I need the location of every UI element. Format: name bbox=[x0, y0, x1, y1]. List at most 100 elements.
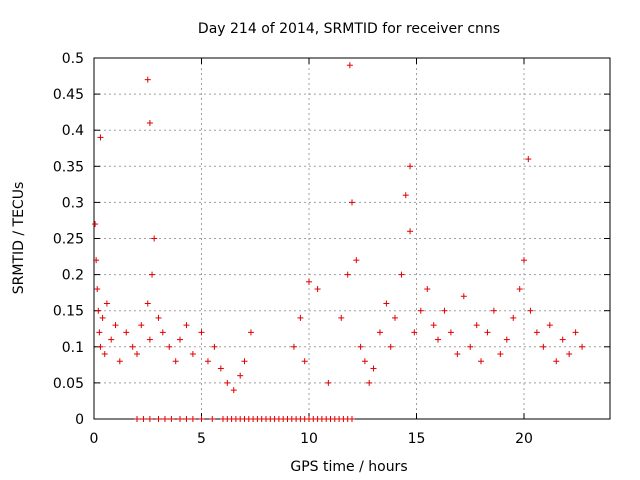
grid-layer bbox=[94, 58, 610, 419]
tick-layer: 0 5 10 15 20 0 0.05 0.1 0.15 0.2 0.25 0.3 0.35 0.4 0.4… bbox=[53, 51, 610, 447]
data-point bbox=[217, 365, 224, 372]
data-point bbox=[108, 336, 115, 343]
data-point bbox=[387, 343, 394, 350]
data-point bbox=[467, 343, 474, 350]
y-tick-label: 0.05 bbox=[53, 376, 84, 392]
y-tick-label: 0.15 bbox=[53, 304, 84, 320]
x-tick-label: 15 bbox=[408, 431, 426, 447]
y-tick-label: 0.35 bbox=[53, 159, 84, 175]
data-point bbox=[129, 343, 136, 350]
data-point bbox=[314, 286, 321, 293]
x-tick-label: 20 bbox=[515, 431, 533, 447]
chart-title: Day 214 of 2014, SRMTID for receiver cnn… bbox=[198, 21, 500, 37]
y-tick-label: 0.3 bbox=[62, 195, 84, 211]
data-point bbox=[301, 358, 308, 365]
data-point bbox=[346, 62, 353, 69]
data-point bbox=[521, 257, 527, 264]
x-axis-label: GPS time / hours bbox=[290, 459, 407, 475]
y-tick-label: 0.2 bbox=[62, 268, 84, 284]
data-point bbox=[473, 322, 480, 329]
data-point bbox=[447, 329, 454, 336]
data-point bbox=[138, 322, 145, 329]
data-point bbox=[95, 307, 102, 314]
data-point bbox=[161, 416, 168, 422]
data-point bbox=[497, 351, 504, 358]
data-point bbox=[325, 379, 332, 386]
y-tick-label: 0.25 bbox=[53, 232, 84, 248]
y-tick-label: 0.5 bbox=[62, 51, 84, 67]
data-point bbox=[435, 336, 441, 343]
data-point bbox=[94, 286, 101, 293]
data-point bbox=[99, 314, 106, 321]
data-point bbox=[349, 416, 355, 422]
data-point bbox=[177, 336, 183, 343]
data-point bbox=[155, 416, 162, 422]
data-point bbox=[407, 228, 414, 235]
y-tick-label: 0.45 bbox=[53, 87, 84, 103]
data-point bbox=[370, 365, 377, 372]
data-point bbox=[97, 134, 104, 141]
data-point bbox=[155, 314, 162, 321]
data-point bbox=[204, 358, 211, 365]
data-point bbox=[211, 343, 218, 350]
data-point bbox=[417, 307, 424, 314]
data-point bbox=[484, 329, 491, 336]
data-point bbox=[357, 343, 364, 350]
data-point bbox=[134, 416, 140, 422]
data-point bbox=[92, 221, 99, 228]
data-point bbox=[503, 336, 510, 343]
data-point bbox=[572, 329, 579, 336]
point-layer bbox=[92, 62, 586, 422]
data-point bbox=[553, 358, 560, 365]
data-point bbox=[230, 387, 237, 394]
data-point bbox=[527, 307, 534, 314]
data-point bbox=[460, 293, 467, 300]
y-tick-label: 0 bbox=[75, 412, 84, 428]
data-point bbox=[392, 314, 398, 321]
y-tick-label: 0.1 bbox=[62, 340, 84, 356]
data-point bbox=[144, 300, 151, 307]
data-point bbox=[376, 329, 383, 336]
data-point bbox=[144, 76, 151, 83]
data-point bbox=[424, 286, 431, 293]
data-point bbox=[123, 329, 130, 336]
data-point bbox=[149, 271, 156, 278]
data-point bbox=[490, 307, 497, 314]
data-point bbox=[398, 271, 405, 278]
data-point bbox=[525, 156, 532, 163]
data-point bbox=[510, 314, 517, 321]
data-point bbox=[112, 322, 119, 329]
data-point bbox=[478, 358, 484, 365]
data-point bbox=[566, 351, 573, 358]
data-point bbox=[198, 329, 205, 336]
data-point bbox=[516, 286, 523, 293]
data-point bbox=[93, 257, 100, 264]
data-point bbox=[241, 358, 248, 365]
data-point bbox=[224, 379, 231, 386]
data-point bbox=[338, 314, 345, 321]
data-point bbox=[209, 416, 216, 422]
data-point bbox=[540, 343, 547, 350]
data-point bbox=[407, 163, 414, 170]
data-point bbox=[454, 351, 461, 358]
data-point bbox=[402, 192, 409, 199]
data-point bbox=[366, 379, 373, 386]
data-point bbox=[361, 358, 368, 365]
y-axis-label: SRMTID / TECUs bbox=[11, 182, 27, 295]
data-point bbox=[353, 257, 360, 264]
data-point bbox=[306, 278, 312, 285]
data-point bbox=[559, 336, 566, 343]
data-point bbox=[441, 307, 448, 314]
data-point bbox=[411, 329, 418, 336]
data-point bbox=[97, 343, 104, 350]
data-point bbox=[189, 416, 196, 422]
data-point bbox=[159, 329, 166, 336]
data-point bbox=[237, 372, 244, 379]
data-point bbox=[579, 343, 586, 350]
data-point bbox=[430, 322, 437, 329]
data-point bbox=[103, 300, 110, 307]
x-tick-label: 5 bbox=[197, 431, 206, 447]
data-point bbox=[172, 358, 179, 365]
